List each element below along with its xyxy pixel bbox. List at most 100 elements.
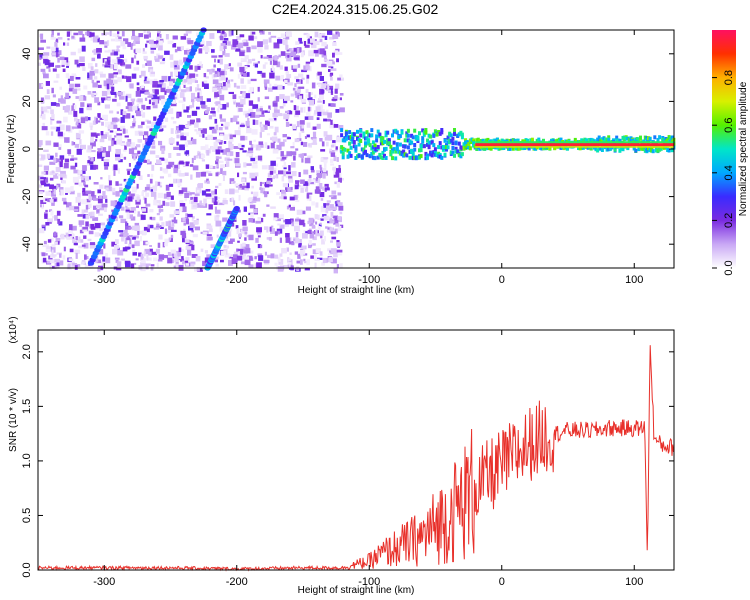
noise-cell <box>122 247 128 252</box>
noise-cell <box>213 73 218 78</box>
line-cell <box>341 155 345 160</box>
noise-cell <box>283 265 290 268</box>
noise-cell <box>308 97 313 102</box>
line-cell <box>370 151 374 156</box>
noise-cell <box>285 237 291 243</box>
noise-cell <box>324 187 330 191</box>
line-cell <box>341 151 345 156</box>
noise-cell <box>85 31 88 36</box>
noise-cell <box>118 159 123 163</box>
noise-cell <box>162 242 165 248</box>
noise-cell <box>236 255 243 261</box>
noise-cell <box>237 172 240 178</box>
noise-cell <box>52 185 57 190</box>
noise-cell <box>233 146 240 149</box>
line-cell <box>410 140 414 145</box>
line-cell <box>411 135 415 140</box>
noise-cell <box>240 98 246 105</box>
line-cell <box>359 139 363 143</box>
noise-cell <box>274 254 279 259</box>
line-cell <box>670 148 674 153</box>
noise-cell <box>211 128 217 134</box>
y-tick-label: 0.0 <box>21 562 33 577</box>
colorbar-tick-label: 0.0 <box>723 260 735 275</box>
noise-cell <box>127 139 132 145</box>
noise-cell <box>285 121 290 127</box>
line-cell <box>604 137 607 142</box>
line-cell <box>426 153 429 158</box>
noise-cell <box>270 142 275 149</box>
noise-cell <box>121 258 125 261</box>
noise-cell <box>145 43 148 48</box>
noise-cell <box>319 167 323 172</box>
noise-cell <box>277 266 284 272</box>
line-cell <box>370 146 374 151</box>
noise-cell <box>335 223 340 227</box>
noise-cell <box>186 106 190 110</box>
noise-cell <box>54 158 60 163</box>
noise-cell <box>41 252 46 257</box>
noise-cell <box>78 130 85 134</box>
noise-cell <box>85 221 89 227</box>
noise-cell <box>320 83 327 89</box>
noise-cell <box>323 203 326 208</box>
line-cell <box>516 138 520 143</box>
noise-cell <box>196 189 200 193</box>
noise-cell <box>283 196 287 200</box>
line-cell <box>460 135 464 140</box>
noise-cell <box>212 79 219 85</box>
noise-cell <box>237 248 244 251</box>
noise-cell <box>120 117 125 123</box>
noise-cell <box>218 183 222 186</box>
noise-cell <box>200 105 206 109</box>
line-cell <box>362 134 366 139</box>
noise-cell <box>151 145 156 149</box>
line-cell <box>386 138 390 143</box>
noise-cell <box>331 190 337 195</box>
noise-cell <box>300 259 303 265</box>
noise-cell <box>285 233 290 238</box>
noise-cell <box>110 38 116 42</box>
noise-cell <box>242 242 246 247</box>
noise-cell <box>159 225 164 229</box>
x-tick-label: -200 <box>226 274 248 286</box>
noise-cell <box>140 86 145 91</box>
noise-cell <box>315 248 321 254</box>
noise-cell <box>248 147 254 151</box>
line-cell <box>383 139 386 144</box>
core-line-lower <box>475 146 675 148</box>
noise-cell <box>309 195 312 202</box>
line-cell <box>578 146 582 151</box>
noise-cell <box>84 264 91 268</box>
noise-cell <box>158 254 165 260</box>
line-cell <box>599 146 603 151</box>
noise-cell <box>157 55 164 59</box>
noise-cell <box>248 90 254 94</box>
noise-cell <box>189 86 192 92</box>
line-cell <box>433 152 437 157</box>
noise-cell <box>127 105 133 112</box>
noise-cell <box>96 48 102 53</box>
noise-cell <box>63 162 69 169</box>
noise-cell <box>237 240 240 243</box>
noise-cell <box>244 259 251 266</box>
noise-cell <box>272 86 278 90</box>
noise-cell <box>139 230 144 235</box>
noise-cell <box>246 72 250 77</box>
noise-cell <box>57 32 60 36</box>
noise-cell <box>40 179 47 186</box>
noise-cell <box>43 171 49 175</box>
noise-cell <box>317 177 321 183</box>
noise-cell <box>308 175 312 179</box>
noise-cell <box>240 58 247 62</box>
noise-cell <box>319 94 324 100</box>
noise-cell <box>169 214 175 218</box>
noise-cell <box>116 34 120 38</box>
noise-cell <box>238 194 241 201</box>
noise-cell <box>326 229 331 233</box>
noise-cell <box>300 107 303 113</box>
noise-cell <box>108 49 111 53</box>
noise-cell <box>222 200 228 205</box>
y-tick-label: 0 <box>21 146 33 152</box>
line-cell <box>441 145 445 150</box>
